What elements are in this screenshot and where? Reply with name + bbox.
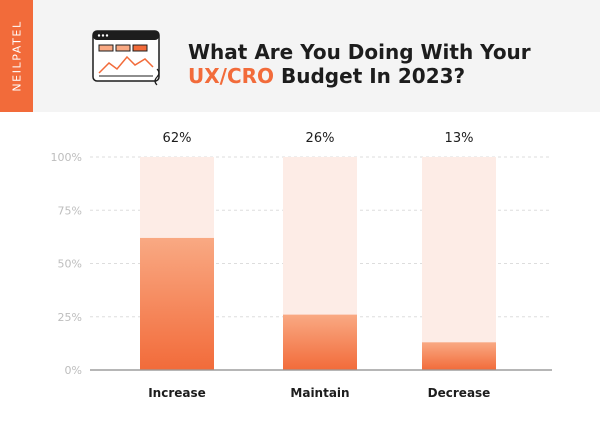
bar-increase [140,237,214,370]
value-label: 62% [163,131,192,146]
bar-chart: 0% 25% 50% 75% 100% 62% Increase 26% Maintain 13%… [51,131,552,400]
title-highlight: UX/CRO [188,64,275,88]
y-tick-label: 50% [58,258,82,271]
brand-strip: NEILPATEL [0,0,33,112]
category-label: Decrease [428,386,491,400]
title-line-1: What Are You Doing With Your [188,40,531,64]
y-tick-label: 100% [51,151,82,164]
bar-maintain [283,314,357,370]
y-tick-label: 0% [65,364,82,377]
header: What Are You Doing With Your UX/CRO Budg… [33,0,600,112]
value-label: 26% [306,131,335,146]
bar-track [422,157,496,370]
category-label: Increase [148,386,206,400]
chart-title: What Are You Doing With Your UX/CRO Budg… [188,40,600,88]
bar-decrease [422,342,496,370]
category-label: Maintain [290,386,349,400]
value-label: 13% [445,131,474,146]
title-rest: Budget In 2023? [274,64,466,88]
browser-chart-icon [92,30,160,86]
y-tick-label: 25% [58,311,82,324]
y-tick-label: 75% [58,204,82,217]
brand-name: NEILPATEL [10,20,23,92]
